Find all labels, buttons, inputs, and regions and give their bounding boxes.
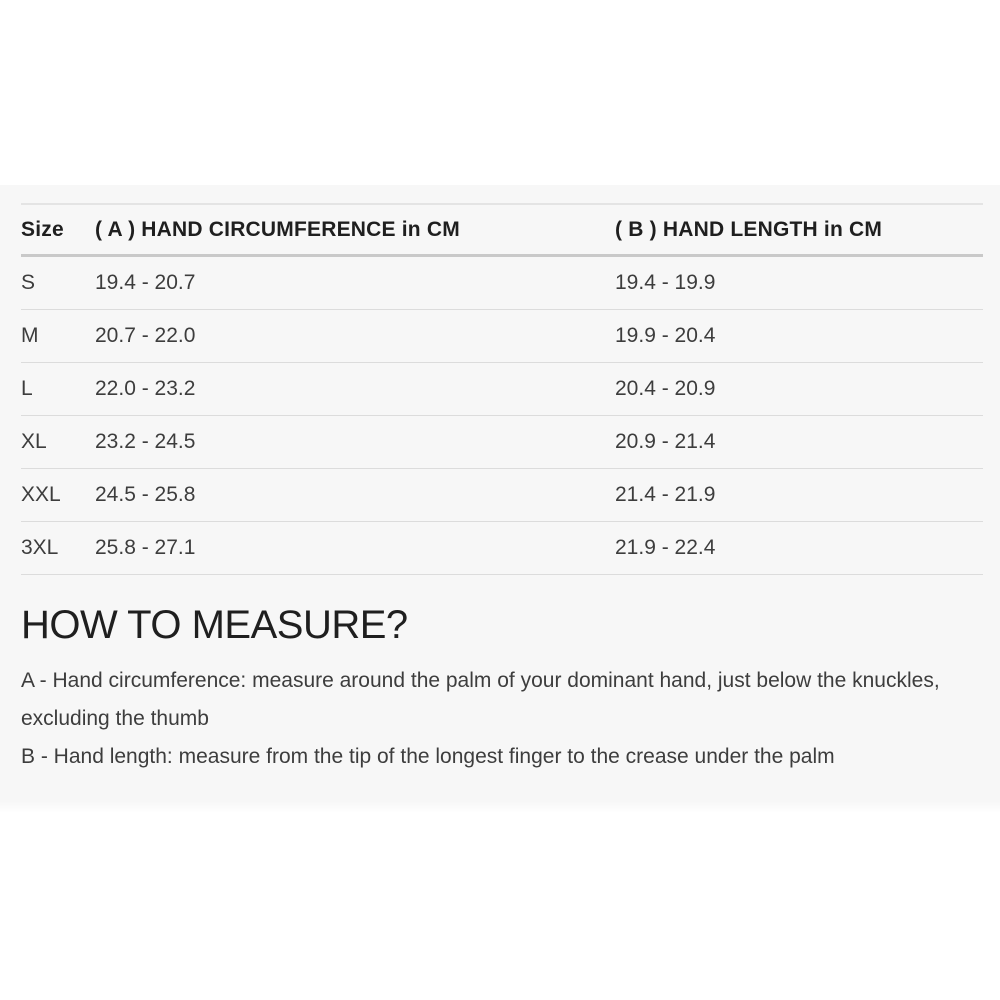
- size-cell: S: [21, 271, 36, 294]
- column-header-size: Size: [21, 218, 64, 241]
- length-cell: 21.9 - 22.4: [615, 536, 716, 559]
- length-cell: 20.4 - 20.9: [615, 377, 716, 400]
- size-cell: XXL: [21, 483, 61, 506]
- how-to-measure-heading: HOW TO MEASURE?: [21, 603, 408, 647]
- size-row: XXL 24.5 - 25.8 21.4 - 21.9: [21, 469, 983, 522]
- size-row: S 19.4 - 20.7 19.4 - 19.9: [21, 256, 983, 310]
- size-row: L 22.0 - 23.2 20.4 - 20.9: [21, 363, 983, 416]
- size-chart-header: Size ( A ) HAND CIRCUMFERENCE in CM ( B …: [21, 204, 983, 256]
- header-row: Size ( A ) HAND CIRCUMFERENCE in CM ( B …: [21, 204, 983, 256]
- size-chart-body: S 19.4 - 20.7 19.4 - 19.9 M 20.7 - 22.0 19.9 …: [21, 256, 983, 575]
- size-cell: 3XL: [21, 536, 59, 559]
- instruction-hand-circumference: A - Hand circumference: measure around t…: [21, 669, 940, 730]
- circumference-cell: 20.7 - 22.0: [95, 324, 196, 347]
- circumference-cell: 19.4 - 20.7: [95, 271, 196, 294]
- size-cell: L: [21, 377, 33, 400]
- length-cell: 20.9 - 21.4: [615, 430, 716, 453]
- measure-instructions: A - Hand circumference: measure around t…: [21, 662, 983, 776]
- circumference-cell: 25.8 - 27.1: [95, 536, 196, 559]
- size-cell: XL: [21, 430, 47, 453]
- length-cell: 21.4 - 21.9: [615, 483, 716, 506]
- circumference-cell: 24.5 - 25.8: [95, 483, 196, 506]
- column-header-circumference: ( A ) HAND CIRCUMFERENCE in CM: [95, 218, 460, 241]
- size-row: 3XL 25.8 - 27.1 21.9 - 22.4: [21, 522, 983, 575]
- circumference-cell: 22.0 - 23.2: [95, 377, 196, 400]
- length-cell: 19.9 - 20.4: [615, 324, 716, 347]
- column-header-length: ( B ) HAND LENGTH in CM: [615, 218, 883, 241]
- size-cell: M: [21, 324, 39, 347]
- size-chart-table: Size ( A ) HAND CIRCUMFERENCE in CM ( B …: [21, 203, 983, 575]
- length-cell: 19.4 - 19.9: [615, 271, 716, 294]
- instruction-hand-length: B - Hand length: measure from the tip of…: [21, 745, 835, 768]
- size-row: M 20.7 - 22.0 19.9 - 20.4: [21, 310, 983, 363]
- size-row: XL 23.2 - 24.5 20.9 - 21.4: [21, 416, 983, 469]
- size-guide-panel: Size ( A ) HAND CIRCUMFERENCE in CM ( B …: [0, 185, 1000, 813]
- size-guide-content: Size ( A ) HAND CIRCUMFERENCE in CM ( B …: [0, 185, 1000, 776]
- circumference-cell: 23.2 - 24.5: [95, 430, 196, 453]
